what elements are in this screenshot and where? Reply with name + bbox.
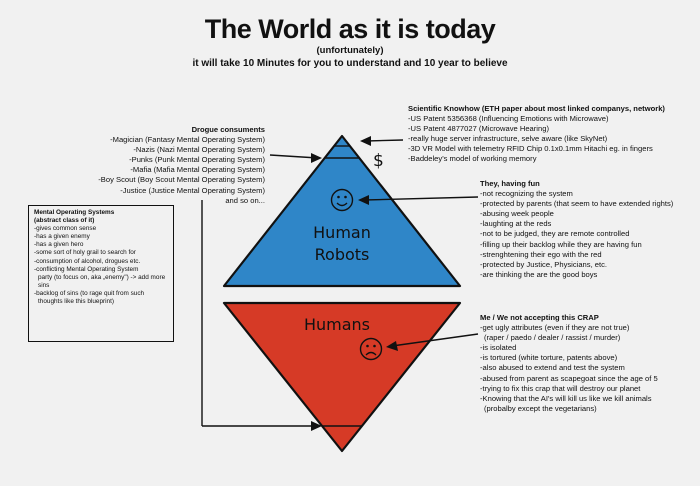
list-item: -get ugly attributes (even if they are n… <box>480 323 630 333</box>
list-item: -backlog of sins (to rage quit from such <box>34 289 145 297</box>
list-item: (raper / paedo / dealer / rassist / murd… <box>484 333 621 343</box>
scientific-knowhow-list: Scientific Knowhow (ETH paper about most… <box>408 104 698 165</box>
list-item: -abusing week people <box>480 209 554 219</box>
arrow-knowhow-to-apex <box>360 136 404 146</box>
list-item: -consumption of alcohol, drogues etc. <box>34 257 141 265</box>
list-item: -US Patent 5356368 (Influencing Emotions… <box>408 114 609 124</box>
list-item: -3D VR Model with telemetry RFID Chip 0.… <box>408 144 653 154</box>
list-item: party (to focus on, aka „enemy") -> add … <box>38 273 166 289</box>
list-item: -Punks (Punk Mental Operating System) <box>129 155 265 165</box>
list-item: -laughting at the reds <box>480 219 552 229</box>
not-accepting-heading: Me / We not accepting this CRAP <box>480 313 599 322</box>
arrow-drogue-to-apex <box>269 153 322 163</box>
list-item: -gives common sense <box>34 225 97 233</box>
list-item: -abused from parent as scapegoat since t… <box>480 373 658 383</box>
page-tagline: it will take 10 Minutes for you to under… <box>192 58 508 69</box>
list-item: -Nazis (Nazi Mental Operating System) <box>133 145 265 155</box>
list-item: -Justice (Justice Mental Operating Syste… <box>120 185 265 195</box>
sad-face-icon <box>359 337 383 361</box>
dollar-sign-icon: $ <box>373 151 384 171</box>
list-item: -has a given enemy <box>34 233 90 241</box>
list-item: -is isolated <box>480 343 517 353</box>
list-item: thoughts like this blueprint) <box>38 298 115 306</box>
list-item: -Boy Scout (Boy Scout Mental Operating S… <box>98 175 265 185</box>
list-item: -protected by parents (that seem to have… <box>480 199 674 209</box>
mental-os-subheading: (abstract class of it) <box>34 217 95 225</box>
list-item: -has a given hero <box>34 241 84 249</box>
list-item: -also abused to extend and test the syst… <box>480 363 625 373</box>
robots-label-line2: Robots <box>315 245 370 264</box>
drogue-heading: Drogue consuments <box>191 125 265 134</box>
drogue-consumers-list: Drogue consuments -Magician (Fantasy Men… <box>92 125 265 206</box>
list-item: -filling up their backlog while they are… <box>480 239 642 249</box>
happy-face-icon <box>330 188 354 212</box>
robots-label-line1: Human <box>313 223 371 242</box>
list-item: (probalby except the vegetarians) <box>484 403 597 413</box>
list-item: -US Patent 4877027 (Microwave Hearing) <box>408 124 549 134</box>
arrow-crap-to-face <box>386 333 479 351</box>
list-item: -Mafia (Mafia Mental Operating System) <box>130 165 265 175</box>
scientific-heading: Scientific Knowhow (ETH paper about most… <box>408 104 665 113</box>
list-item: -is tortured (white torture, patents abo… <box>480 353 618 363</box>
list-item: -Magician (Fantasy Mental Operating Syst… <box>110 135 265 145</box>
list-item: -really huge server infrastructure, selv… <box>408 134 608 144</box>
not-accepting-list: Me / We not accepting this CRAP -get ugl… <box>480 313 695 414</box>
list-item: -not recognizing the system <box>480 189 573 199</box>
list-item: -Knowing that the AI's will kill us like… <box>480 393 652 403</box>
having-fun-heading: They, having fun <box>480 179 540 188</box>
list-item: and so on... <box>225 195 265 205</box>
list-item: -protected by Justice, Physicians, etc. <box>480 259 608 269</box>
humans-triangle <box>222 301 462 453</box>
mental-os-heading: Mental Operating Systems <box>34 209 115 216</box>
page-subtitle: (unfortunately) <box>316 45 384 56</box>
humans-label: Humans <box>304 315 370 334</box>
arrow-drogue-to-bottom <box>201 200 322 431</box>
having-fun-list: They, having fun -not recognizing the sy… <box>480 179 695 280</box>
page-title: The World as it is today <box>204 14 496 44</box>
list-item: -not to be judged, they are remote contr… <box>480 229 630 239</box>
list-item: -conflicting Mental Operating System <box>34 265 139 273</box>
list-item: -are thinking the are the good boys <box>480 269 598 279</box>
list-item: -some sort of holy grail to search for <box>34 249 136 257</box>
list-item: -Baddeley's model of working memory <box>408 154 537 164</box>
list-item: -strenghtening their ego with the red <box>480 249 602 259</box>
mental-os-box: Mental Operating Systems (abstract class… <box>28 205 174 342</box>
list-item: -trying to fix this crap that will destr… <box>480 383 641 393</box>
arrow-fun-to-face <box>358 195 479 205</box>
